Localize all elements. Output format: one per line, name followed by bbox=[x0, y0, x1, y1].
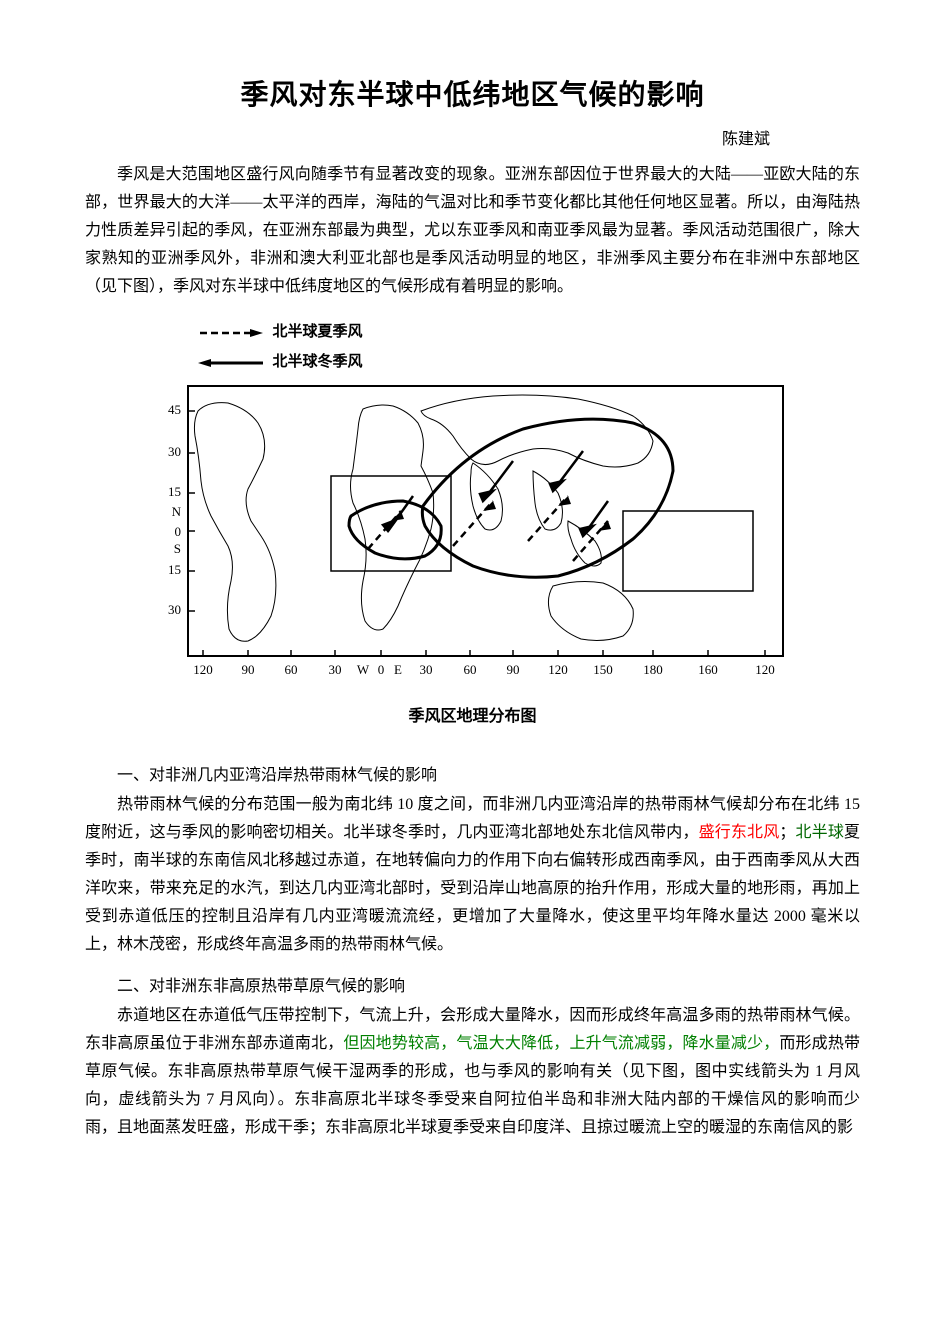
map-caption: 季风区地理分布图 bbox=[153, 703, 793, 732]
author-name: 陈建斌 bbox=[85, 126, 860, 155]
map-svg: 45 30 15 N 0 S 15 30 120 90 60 30 W 0 E … bbox=[153, 381, 793, 691]
svg-text:150: 150 bbox=[593, 662, 613, 677]
section2-heading: 二、对非洲东非高原热带草原气候的影响 bbox=[85, 973, 860, 1002]
svg-text:60: 60 bbox=[463, 662, 476, 677]
svg-text:60: 60 bbox=[284, 662, 297, 677]
legend-winter-label: 北半球冬季风 bbox=[273, 349, 363, 376]
svg-text:30: 30 bbox=[168, 444, 181, 459]
legend-summer-row: 北半球夏季风 bbox=[198, 319, 793, 346]
svg-text:S: S bbox=[173, 541, 180, 556]
document-title: 季风对东半球中低纬地区气候的影响 bbox=[85, 70, 860, 120]
legend-winter-row: 北半球冬季风 bbox=[198, 349, 793, 376]
svg-text:30: 30 bbox=[168, 602, 181, 617]
svg-text:90: 90 bbox=[506, 662, 519, 677]
section2-paragraph: 赤道地区在赤道低气压带控制下，气流上升，会形成大量降水，因而形成终年高温多雨的热… bbox=[85, 1002, 860, 1142]
svg-text:E: E bbox=[394, 662, 402, 677]
s1-p1-text3: 夏季时，南半球的东南信风北移越过赤道，在地转偏向力的作用下向右偏转形成西南季风，… bbox=[85, 824, 860, 953]
solid-arrow-icon bbox=[198, 359, 263, 367]
svg-text:0: 0 bbox=[174, 524, 181, 539]
s1-hl1: 盛行东北风 bbox=[699, 824, 780, 841]
svg-text:120: 120 bbox=[548, 662, 568, 677]
section1-heading: 一、对非洲几内亚湾沿岸热带雨林气候的影响 bbox=[85, 762, 860, 791]
svg-text:30: 30 bbox=[419, 662, 432, 677]
legend-summer-label: 北半球夏季风 bbox=[273, 319, 363, 346]
svg-text:160: 160 bbox=[698, 662, 718, 677]
s1-hl2: 北半球 bbox=[795, 824, 844, 841]
svg-text:30: 30 bbox=[328, 662, 341, 677]
dashed-arrow-icon bbox=[198, 329, 263, 337]
svg-text:W: W bbox=[356, 662, 369, 677]
svg-text:120: 120 bbox=[193, 662, 213, 677]
section1-paragraph: 热带雨林气候的分布范围一般为南北纬 10 度之间，而非洲几内亚湾沿岸的热带雨林气… bbox=[85, 791, 860, 959]
svg-text:0: 0 bbox=[377, 662, 384, 677]
s2-hl1: 但因地势较高，气温大大降低，上升气流减弱，降水量减少， bbox=[343, 1035, 779, 1052]
map-container: 北半球夏季风 北半球冬季风 45 30 15 N 0 S 15 30 bbox=[153, 319, 793, 732]
svg-text:180: 180 bbox=[643, 662, 663, 677]
svg-text:N: N bbox=[171, 504, 181, 519]
svg-text:15: 15 bbox=[168, 484, 181, 499]
intro-paragraph: 季风是大范围地区盛行风向随季节有显著改变的现象。亚洲东部因位于世界最大的大陆——… bbox=[85, 161, 860, 301]
svg-text:90: 90 bbox=[241, 662, 254, 677]
svg-text:15: 15 bbox=[168, 562, 181, 577]
svg-text:45: 45 bbox=[168, 402, 181, 417]
map-legend: 北半球夏季风 北半球冬季风 bbox=[198, 319, 793, 376]
s1-p1-text2: ； bbox=[779, 824, 795, 841]
svg-text:120: 120 bbox=[755, 662, 775, 677]
